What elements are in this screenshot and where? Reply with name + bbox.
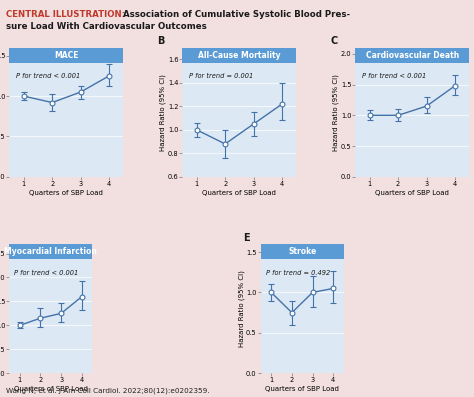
FancyBboxPatch shape xyxy=(182,48,296,63)
Text: All-Cause Mortality: All-Cause Mortality xyxy=(198,51,281,60)
X-axis label: Quarters of SBP Load: Quarters of SBP Load xyxy=(14,386,88,392)
Text: Myocardial Infarction: Myocardial Infarction xyxy=(4,247,97,256)
X-axis label: Quarters of SBP Load: Quarters of SBP Load xyxy=(29,190,103,196)
FancyBboxPatch shape xyxy=(9,244,92,260)
Text: B: B xyxy=(157,37,165,46)
Text: P for trend < 0.001: P for trend < 0.001 xyxy=(14,270,79,276)
Text: P for trend < 0.001: P for trend < 0.001 xyxy=(362,73,427,79)
Text: C: C xyxy=(330,37,337,46)
Text: Stroke: Stroke xyxy=(288,247,316,256)
FancyBboxPatch shape xyxy=(9,48,123,63)
Text: CENTRAL ILLUSTRATION:: CENTRAL ILLUSTRATION: xyxy=(6,10,125,19)
Text: Wang N, et al. J Am Coll Cardiol. 2022;80(12):e0202359.: Wang N, et al. J Am Coll Cardiol. 2022;8… xyxy=(6,387,209,394)
X-axis label: Quarters of SBP Load: Quarters of SBP Load xyxy=(375,190,449,196)
FancyBboxPatch shape xyxy=(261,244,344,260)
Text: Cardiovascular Death: Cardiovascular Death xyxy=(366,51,459,60)
Text: P for trend = 0.001: P for trend = 0.001 xyxy=(189,73,254,79)
Text: E: E xyxy=(243,233,249,243)
Y-axis label: Hazard Ratio (95% CI): Hazard Ratio (95% CI) xyxy=(160,74,166,151)
Text: MACE: MACE xyxy=(54,51,79,60)
Y-axis label: Hazard Ratio (95% CI): Hazard Ratio (95% CI) xyxy=(333,74,339,151)
Text: P for trend = 0.492: P for trend = 0.492 xyxy=(266,270,330,276)
FancyBboxPatch shape xyxy=(356,48,469,63)
Text: P for trend < 0.001: P for trend < 0.001 xyxy=(16,73,81,79)
Text: Association of Cumulative Systolic Blood Pres-: Association of Cumulative Systolic Blood… xyxy=(120,10,350,19)
Text: sure Load With Cardiovascular Outcomes: sure Load With Cardiovascular Outcomes xyxy=(6,22,207,31)
X-axis label: Quarters of SBP Load: Quarters of SBP Load xyxy=(202,190,276,196)
Y-axis label: Hazard Ratio (95% CI): Hazard Ratio (95% CI) xyxy=(238,270,245,347)
X-axis label: Quarters of SBP Load: Quarters of SBP Load xyxy=(265,386,339,392)
